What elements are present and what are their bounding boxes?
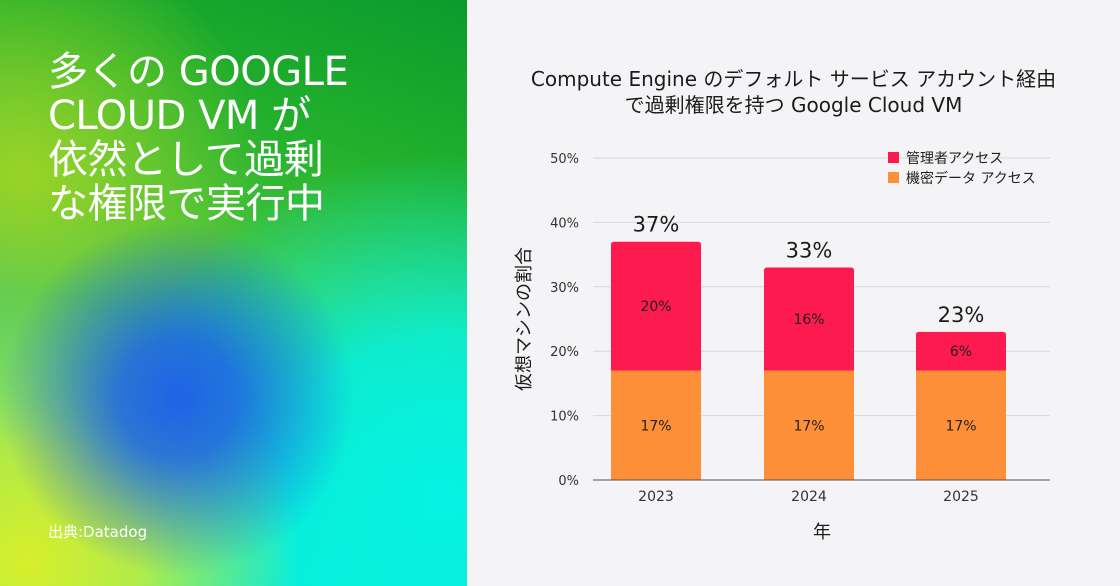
bar-segment-sensitive bbox=[611, 370, 701, 480]
legend-swatch bbox=[888, 152, 899, 163]
legend-label: 機密データ アクセス bbox=[906, 170, 1036, 187]
segment-value-label: 17% bbox=[793, 418, 824, 434]
bar-total-label: 37% bbox=[633, 213, 680, 237]
segment-value-label: 17% bbox=[945, 418, 976, 434]
x-tick-label: 2024 bbox=[791, 489, 827, 505]
source-credit: 出典:Datadog bbox=[48, 523, 148, 541]
y-axis-title: 仮想マシンの割合 bbox=[514, 247, 535, 391]
chart-title: Compute Engine のデフォルト サービス アカウント経由 で過剰権限… bbox=[530, 67, 1057, 117]
chart-area: Compute Engine のデフォルト サービス アカウント経由 で過剰権限… bbox=[467, 0, 1120, 586]
bar-segment-admin bbox=[764, 267, 854, 371]
y-tick-label: 0% bbox=[558, 474, 579, 489]
bar-total-label: 23% bbox=[938, 303, 985, 327]
bar-total-label: 33% bbox=[786, 238, 833, 262]
y-tick-label: 40% bbox=[550, 216, 579, 231]
y-tick-label: 30% bbox=[550, 281, 579, 296]
y-tick-label: 50% bbox=[550, 152, 579, 167]
segment-value-label: 20% bbox=[640, 299, 671, 315]
x-axis-title: 年 bbox=[813, 522, 831, 543]
segment-value-label: 17% bbox=[640, 418, 671, 434]
hero-panel: 多くの GOOGLE CLOUD VM が 依然として過剰 な権限で実行中 出典… bbox=[0, 0, 467, 586]
y-tick-label: 20% bbox=[550, 345, 579, 360]
legend-label: 管理者アクセス bbox=[906, 151, 1003, 167]
headline: 多くの GOOGLE CLOUD VM が 依然として過剰 な権限で実行中 bbox=[48, 49, 349, 227]
bar-segment-sensitive bbox=[916, 370, 1006, 480]
segment-value-label: 16% bbox=[793, 312, 824, 328]
segment-value-label: 6% bbox=[950, 344, 972, 360]
bar-segment-admin bbox=[611, 241, 701, 371]
x-tick-label: 2023 bbox=[638, 489, 674, 505]
stacked-bar-chart: 0% 10% 20% 30% 40% 50% 17% 20% 37% 2023 17% 16% 33% 2… bbox=[514, 151, 1050, 543]
x-tick-label: 2025 bbox=[943, 489, 979, 505]
y-tick-label: 10% bbox=[550, 410, 579, 425]
bar-segment-admin bbox=[916, 331, 1006, 371]
bar-segment-sensitive bbox=[764, 370, 854, 480]
legend-swatch bbox=[888, 172, 899, 183]
